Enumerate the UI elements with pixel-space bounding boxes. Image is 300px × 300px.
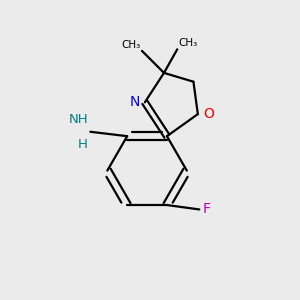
- Text: N: N: [129, 95, 140, 109]
- Text: NH: NH: [68, 113, 88, 127]
- Text: F: F: [203, 202, 211, 217]
- Text: O: O: [203, 107, 214, 121]
- Text: CH₃: CH₃: [121, 40, 140, 50]
- Text: CH₃: CH₃: [179, 38, 198, 48]
- Text: H: H: [78, 138, 88, 151]
